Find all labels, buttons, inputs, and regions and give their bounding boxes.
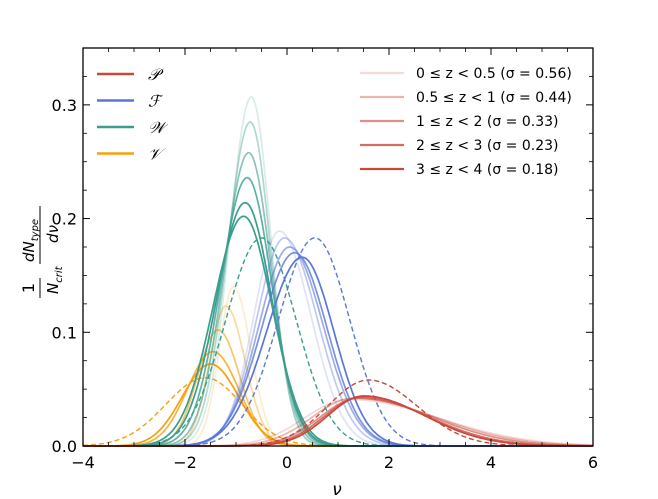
y-tick-label: 0.3 <box>52 96 77 115</box>
legend-redshift-label: 0 ≤ z < 0.5 (σ = 0.56) <box>416 66 572 82</box>
x-tick-label: 0 <box>282 453 292 472</box>
legend-redshift-label: 3 ≤ z < 4 (σ = 0.18) <box>416 162 558 178</box>
y-label-num: dNtype <box>20 219 41 262</box>
legend-redshift-label: 2 ≤ z < 3 (σ = 0.23) <box>416 138 558 154</box>
x-tick-label: −2 <box>173 453 197 472</box>
x-tick-label: −4 <box>71 453 95 472</box>
axis-ticks: −4 −2 0 2 4 6 0.0 0.1 0.2 0.3 <box>52 48 598 472</box>
y-label-dv: dν <box>44 225 62 243</box>
legend-redshift-label: 1 ≤ z < 2 (σ = 0.33) <box>416 114 558 130</box>
y-tick-label: 0.1 <box>52 323 77 342</box>
series-F-0 <box>83 230 593 447</box>
x-axis-label: ν <box>332 480 342 499</box>
series-W-model <box>83 237 593 447</box>
x-tick-label: 4 <box>486 453 496 472</box>
y-tick-label: 0.2 <box>52 210 77 229</box>
x-tick-label: 6 <box>588 453 598 472</box>
legend-type-label: ℱ <box>148 92 164 111</box>
legend-type-label: 𝒱 <box>148 145 167 164</box>
legend-redshift-label: 0.5 ≤ z < 1 (σ = 0.44) <box>416 90 572 106</box>
series-F-4 <box>83 256 593 447</box>
legend-type-label: 𝒫 <box>148 65 164 84</box>
y-tick-label: 0.0 <box>52 437 77 456</box>
x-tick-label: 2 <box>384 453 394 472</box>
y-label-den: Ncrit <box>44 265 65 294</box>
series-V-model <box>82 377 593 447</box>
y-label-one: 1 <box>19 283 38 293</box>
y-axis-label: 1 Ncrit dNtype dν <box>19 206 65 298</box>
series-W-5 <box>83 215 593 447</box>
legend-type-label: 𝒲 <box>148 118 169 137</box>
series-F-3 <box>83 251 593 447</box>
series-F-model <box>83 237 593 447</box>
series-F-1 <box>83 237 593 447</box>
